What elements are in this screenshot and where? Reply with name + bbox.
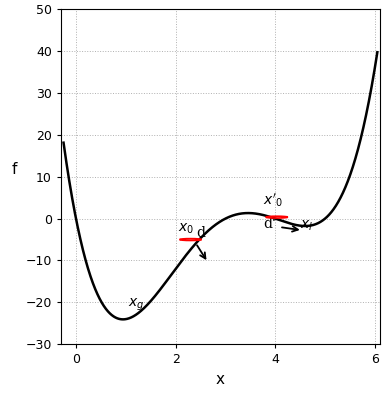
Text: $x_g$: $x_g$ (128, 296, 145, 313)
Text: $x_l$: $x_l$ (300, 219, 313, 233)
Text: $x'_0$: $x'_0$ (263, 192, 283, 209)
Y-axis label: f: f (12, 162, 17, 177)
Text: d: d (197, 226, 205, 240)
Text: d': d' (263, 217, 276, 231)
X-axis label: x: x (216, 372, 225, 387)
Text: $x_0$: $x_0$ (178, 222, 194, 236)
